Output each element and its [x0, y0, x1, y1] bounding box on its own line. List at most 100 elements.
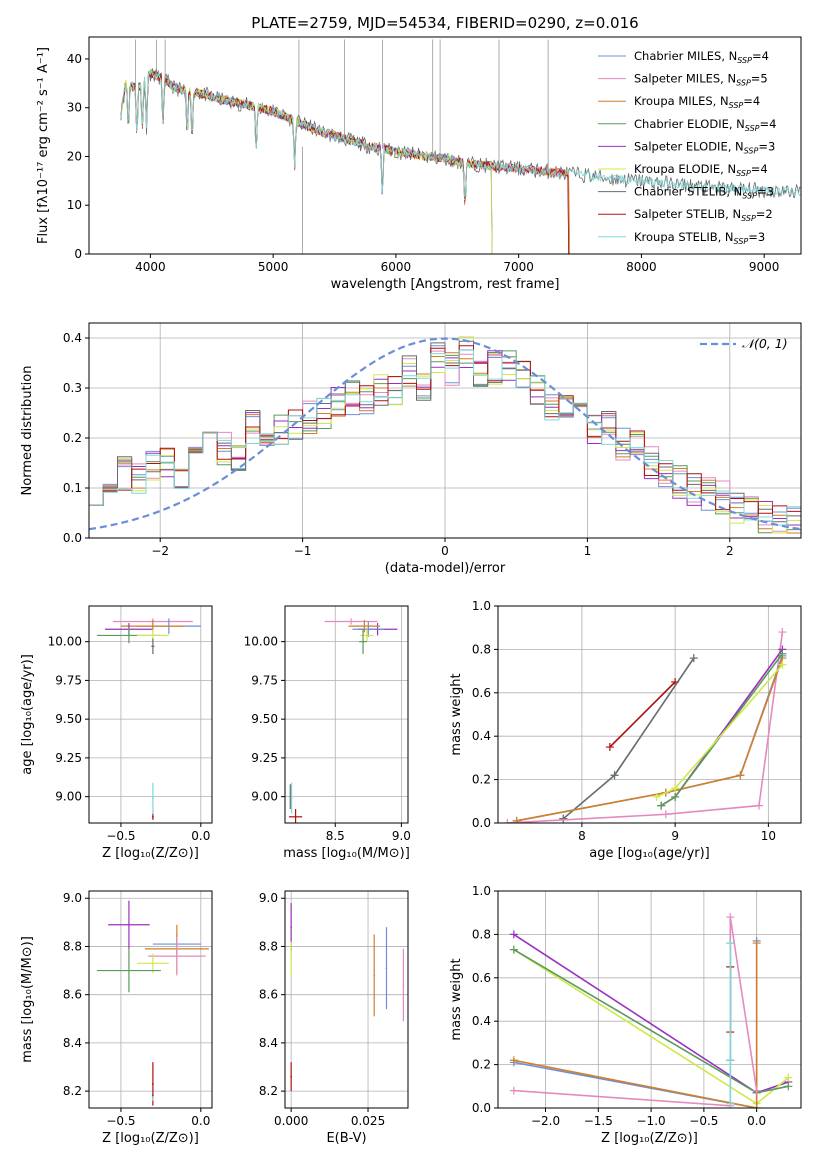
- panel-age-vs-Z: −0.5 0.0 9.00 9.25 9.50 9.75 10.00 Z [log₁₀(Z/Z…: [20, 605, 213, 861]
- plot-area: [89, 336, 801, 534]
- x-tick-label: −1.0: [637, 1114, 666, 1128]
- series-marker: [671, 784, 680, 793]
- series-marker: [559, 814, 568, 823]
- plot-area: [96, 618, 201, 820]
- series-marker: [736, 771, 745, 780]
- y-tick-label: 9.0: [259, 891, 278, 905]
- x-tick-label: 9.0: [392, 829, 411, 843]
- x-tick-label: 0.025: [351, 1114, 385, 1128]
- series-marker: [605, 743, 614, 752]
- series-marker: [689, 654, 698, 663]
- plot-area: [120, 39, 801, 254]
- errorbar-point: [350, 620, 352, 623]
- legend-label: Kroupa STELIB, NSSP=3: [634, 230, 765, 246]
- x-tick-label: 2: [726, 544, 734, 558]
- y-tick-label: 10: [67, 198, 82, 212]
- series-marker: [784, 1082, 793, 1091]
- series-marker: [778, 628, 787, 637]
- series-marker: [726, 1056, 735, 1065]
- y-tick-label: 0.8: [472, 642, 491, 656]
- errorbar-point: [152, 625, 154, 627]
- series-marker: [784, 1073, 793, 1082]
- y-tick-label: 9.25: [55, 751, 82, 765]
- legend-label: Chabrier STELIB, NSSP=3: [634, 185, 774, 201]
- y-tick-label: 0: [74, 247, 82, 261]
- errorbar-point: [294, 816, 297, 818]
- x-tick-label: 8: [578, 829, 586, 843]
- y-tick-label: 9.25: [251, 751, 278, 765]
- plot-area: [288, 618, 398, 823]
- series-marker: [509, 1056, 518, 1065]
- panel-massweight-vs-age: 8 9 10 0.0 0.2 0.4 0.6 0.8 1.0 age [log₁₀(age/yr)…: [449, 599, 802, 861]
- x-tick-label: −2.0: [531, 1114, 560, 1128]
- series-marker: [778, 649, 787, 658]
- series-marker: [752, 1104, 761, 1108]
- plot-area: [290, 903, 405, 1092]
- y-tick-label: 9.00: [251, 790, 278, 804]
- y-tick-label: 8.2: [63, 1084, 82, 1098]
- legend-label: Chabrier ELODIE, NSSP=4: [634, 117, 776, 133]
- legend-label: 𝒩(0, 1): [742, 336, 788, 351]
- y-tick-label: 10.00: [244, 635, 278, 649]
- errorbar-point: [366, 634, 368, 637]
- y-tick-label: 8.6: [259, 988, 278, 1002]
- x-tick-label: −0.5: [106, 1114, 135, 1128]
- errorbar-point: [152, 645, 154, 648]
- y-tick-label: 0.6: [472, 686, 491, 700]
- spectrum-line-salpeter-stelib: [120, 70, 570, 254]
- axes-frame: [284, 890, 409, 1109]
- x-tick-label: −0.5: [106, 829, 135, 843]
- x-tick-label: −1.5: [584, 1114, 613, 1128]
- series-marker: [509, 945, 518, 954]
- x-axis-label: age [log₁₀(age/yr)]: [589, 846, 710, 861]
- x-axis-label: wavelength [Angstrom, rest frame]: [331, 277, 560, 292]
- errorbar-point: [152, 816, 154, 818]
- errorbar-point: [152, 634, 154, 637]
- spectrum-line-kroupa-stelib: [120, 69, 801, 197]
- panel-age-vs-mass: 8.5 9.0 9.00 9.25 9.50 9.75 10.00 mass [log₁₀(M…: [244, 605, 411, 861]
- y-tick-label: 20: [67, 149, 82, 163]
- errorbar-point: [152, 797, 154, 799]
- y-axis-label: age [log₁₀(age/yr)]: [20, 654, 35, 775]
- x-tick-label: 0: [441, 544, 449, 558]
- plot-area: [96, 900, 209, 1106]
- y-tick-label: 0.0: [63, 531, 82, 545]
- errorbar-point: [290, 957, 292, 960]
- errorbar-point: [373, 974, 375, 977]
- errorbar-point: [385, 967, 388, 969]
- legend-label: Salpeter ELODIE, NSSP=3: [634, 139, 775, 155]
- y-axis-label: Flux [fλ10⁻¹⁷ erg cm⁻² s⁻¹ A⁻¹]: [36, 47, 51, 244]
- y-tick-label: 0.8: [472, 927, 491, 941]
- errorbar-point: [152, 962, 154, 965]
- errorbar-point: [152, 1083, 154, 1085]
- y-tick-label: 8.6: [63, 988, 82, 1002]
- y-tick-label: 0.0: [472, 816, 491, 830]
- errorbar-point: [290, 797, 293, 799]
- series-marker: [509, 930, 518, 939]
- errorbar-point: [128, 969, 130, 972]
- x-tick-label: −2: [151, 544, 169, 558]
- x-axis-label: E(B-V): [326, 1131, 366, 1146]
- axes-layer: 4000 5000 6000 7000 8000 9000010203040wavelen…: [20, 36, 802, 1146]
- x-tick-label: 1: [584, 544, 592, 558]
- errorbar-point: [289, 795, 292, 798]
- series-marker: [726, 913, 735, 922]
- errorbar-point: [367, 628, 370, 631]
- series-marker: [671, 792, 680, 801]
- errorbar-point: [402, 984, 405, 986]
- axes-frame: [88, 36, 802, 255]
- errorbar-point: [363, 625, 366, 627]
- legend-label: Chabrier MILES, NSSP=4: [634, 49, 769, 65]
- series-marker: [652, 792, 661, 801]
- y-tick-label: 8.4: [259, 1036, 278, 1050]
- y-tick-label: 0.4: [63, 331, 82, 345]
- x-axis-label: Z [log₁₀(Z/Z⊙)]: [102, 1131, 199, 1146]
- panel-residuals: −2 −1 0 1 2 0.0 0.1 0.2 0.3 0.4 (data-model)/error…: [20, 322, 802, 576]
- axes-frame: [88, 890, 213, 1109]
- x-axis-label: mass [log₁₀(M/M⊙)]: [283, 846, 410, 861]
- x-tick-label: 10: [761, 829, 776, 843]
- x-axis-label: Z [log₁₀(Z/Z⊙)]: [102, 846, 199, 861]
- axes-frame: [88, 322, 802, 539]
- legend-label: Salpeter STELIB, NSSP=2: [634, 207, 773, 223]
